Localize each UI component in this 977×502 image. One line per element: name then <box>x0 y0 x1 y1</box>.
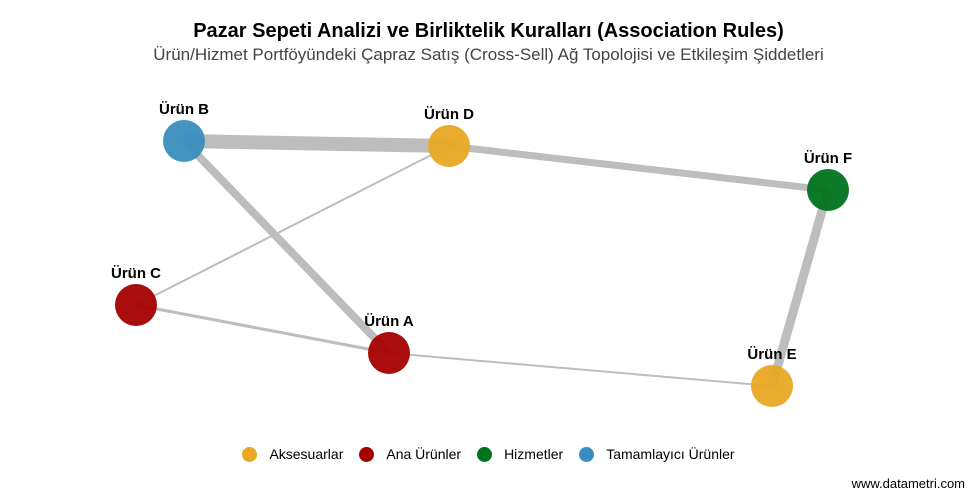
node-label: Ürün D <box>424 106 474 123</box>
node-circle <box>751 365 793 407</box>
chart-subtitle: Ürün/Hizmet Portföyündeki Çapraz Satış (… <box>153 45 824 64</box>
node-label: Ürün B <box>159 101 209 118</box>
edge-f-e <box>767 188 833 388</box>
node-e: Ürün E <box>747 346 797 407</box>
legend-label: Ana Ürünler <box>386 446 462 462</box>
node-label: Ürün A <box>364 313 414 330</box>
edge-a-e <box>388 352 773 387</box>
legend-label: Aksesuarlar <box>269 446 344 462</box>
node-label: Ürün E <box>747 346 796 363</box>
source-watermark: www.datametri.com <box>851 476 965 491</box>
node-d: Ürün D <box>424 106 474 167</box>
nodes-layer: Ürün A Ürün B Ürün C Ürün D Ürün E Ürün F <box>111 101 852 407</box>
legend-label: Hizmetler <box>504 446 564 462</box>
node-circle <box>807 169 849 211</box>
node-a: Ürün A <box>364 313 414 374</box>
node-f: Ürün F <box>804 150 852 211</box>
legend-dot-icon <box>477 446 493 462</box>
legend-dot-icon <box>579 446 595 462</box>
node-label: Ürün C <box>111 265 161 282</box>
legend-item-tamamlayici-urunler: Tamamlayıcı Ürünler <box>579 446 735 462</box>
legend-dot-icon <box>242 446 258 462</box>
node-circle <box>428 125 470 167</box>
node-circle <box>163 120 205 162</box>
edge-d-f <box>448 142 829 194</box>
legend-label: Tamamlayıcı Ürünler <box>606 446 735 462</box>
legend-dot-icon <box>359 446 375 462</box>
chart-title: Pazar Sepeti Analizi ve Birliktelik Kura… <box>193 20 784 42</box>
node-b: Ürün B <box>159 101 209 162</box>
legend: Aksesuarlar Ana Ürünler Hizmetler Tamaml… <box>0 446 977 462</box>
node-c: Ürün C <box>111 265 161 326</box>
edge-b-a <box>181 138 392 356</box>
legend-item-aksesuarlar: Aksesuarlar <box>242 446 343 462</box>
node-circle <box>368 332 410 374</box>
node-circle <box>115 284 157 326</box>
legend-item-ana-urunler: Ana Ürünler <box>359 446 461 462</box>
edges-layer <box>135 134 833 388</box>
edge-c-d <box>135 145 450 306</box>
edge-c-a <box>135 303 390 355</box>
edge-b-d <box>183 134 450 153</box>
legend-item-hizmetler: Hizmetler <box>477 446 563 462</box>
node-label: Ürün F <box>804 150 852 167</box>
